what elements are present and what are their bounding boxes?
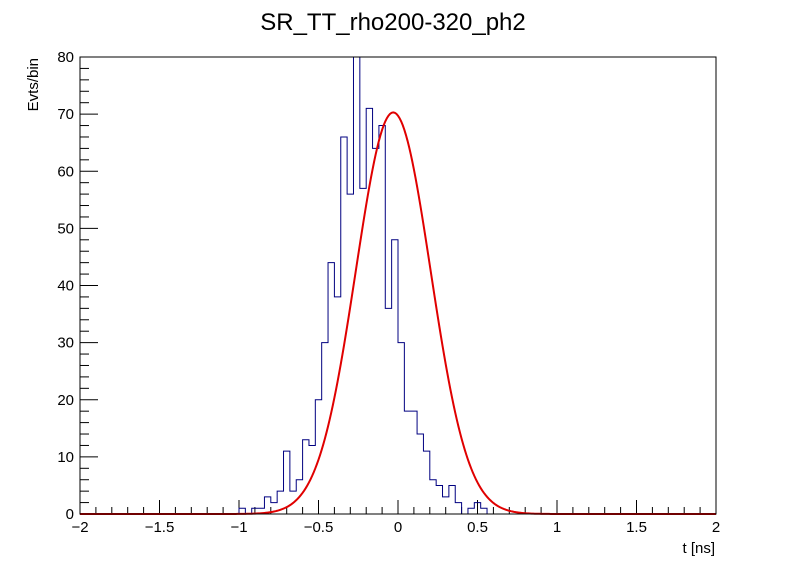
x-tick-label: −0.5 bbox=[304, 519, 334, 536]
x-tick-label: 2 bbox=[712, 519, 720, 536]
y-tick-label: 60 bbox=[57, 163, 74, 180]
y-tick-label: 0 bbox=[66, 506, 74, 523]
x-tick-label: −1 bbox=[230, 519, 247, 536]
x-tick-label: 1 bbox=[553, 519, 561, 536]
x-tick-label: 0.5 bbox=[467, 519, 488, 536]
plot-frame bbox=[79, 56, 717, 515]
histogram-series bbox=[80, 56, 716, 515]
y-tick-label: 40 bbox=[57, 278, 74, 295]
y-tick-label: 50 bbox=[57, 220, 74, 237]
x-tick-label: 0 bbox=[394, 519, 402, 536]
x-axis-label: t [ns] bbox=[682, 540, 715, 557]
y-axis-label: Evts/bin bbox=[25, 58, 42, 111]
x-tick-label: −1.5 bbox=[145, 519, 175, 536]
x-tick-label: −2 bbox=[71, 519, 88, 536]
y-tick-label: 10 bbox=[57, 449, 74, 466]
histogram-step-line bbox=[80, 56, 716, 515]
x-axis-ticks: −2 −1.5 −1 −0.5 0 0.5 1 1.5 2 bbox=[71, 500, 720, 536]
y-tick-label: 80 bbox=[57, 49, 74, 66]
y-tick-label: 70 bbox=[57, 106, 74, 123]
y-tick-label: 30 bbox=[57, 335, 74, 352]
y-axis-ticks: 0 10 20 30 40 50 60 70 80 bbox=[57, 49, 98, 523]
x-tick-label: 1.5 bbox=[626, 519, 647, 536]
y-tick-label: 20 bbox=[57, 392, 74, 409]
chart-title: SR_TT_rho200-320_ph2 bbox=[260, 9, 526, 36]
